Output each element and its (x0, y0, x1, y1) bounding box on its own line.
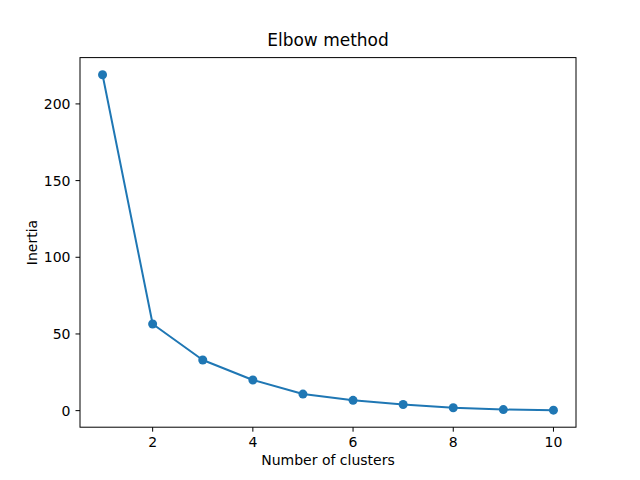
data-point (248, 375, 257, 384)
data-point (399, 400, 408, 409)
y-tick-label: 200 (44, 96, 71, 112)
data-point (98, 70, 107, 79)
y-tick-label: 150 (44, 173, 71, 189)
data-point (148, 319, 157, 328)
x-axis-label: Number of clusters (261, 452, 395, 468)
chart-title: Elbow method (267, 30, 389, 50)
data-point (549, 406, 558, 415)
x-tick-label: 6 (349, 434, 358, 450)
elbow-method-chart: 246810050100150200 Elbow method Number o… (0, 0, 640, 480)
y-tick-label: 0 (62, 403, 71, 419)
y-tick-label: 100 (44, 249, 71, 265)
y-axis-label: Inertia (24, 220, 40, 265)
x-tick-label: 8 (449, 434, 458, 450)
data-point (499, 405, 508, 414)
y-tick-label: 50 (53, 326, 71, 342)
data-point (449, 403, 458, 412)
x-tick-label: 4 (248, 434, 257, 450)
plot-area (80, 58, 576, 428)
data-point (349, 396, 358, 405)
data-point (198, 356, 207, 365)
data-point (298, 390, 307, 399)
x-tick-label: 10 (545, 434, 563, 450)
matplotlib-figure: 246810050100150200 Elbow method Number o… (0, 0, 640, 480)
x-tick-label: 2 (148, 434, 157, 450)
